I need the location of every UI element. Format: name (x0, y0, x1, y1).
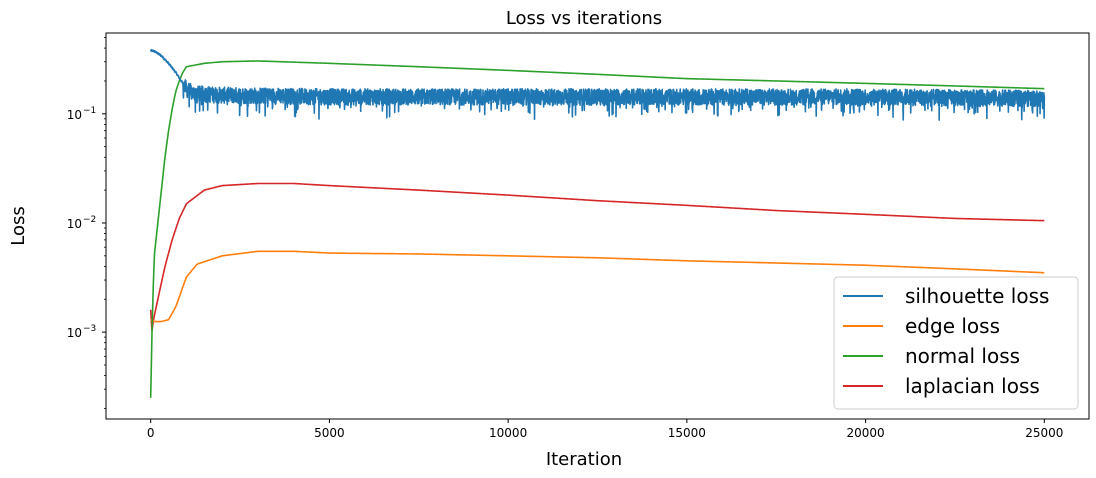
y-axis-label: Loss (8, 206, 29, 245)
x-tick-label: 0 (147, 426, 155, 440)
y-tick-label-exponent: −3 (83, 324, 96, 334)
legend-box (833, 276, 1079, 410)
y-tick-label: 10 (67, 217, 82, 231)
x-tick-label: 20000 (846, 426, 884, 440)
x-tick-label: 15000 (668, 426, 706, 440)
y-tick-label-exponent: −1 (83, 106, 96, 116)
y-tick-label-exponent: −2 (83, 215, 96, 225)
series-line-silhouette-loss (149, 48, 1046, 121)
legend-entry-normal-loss: normal loss (905, 344, 1020, 368)
x-tick-label: 25000 (1025, 426, 1063, 440)
y-axis: 10−310−210−1 (67, 37, 106, 409)
y-tick-label: 10 (67, 326, 82, 340)
y-tick-label: 10 (67, 108, 82, 122)
x-axis: 0 5000 10000 15000 20000 25000 (147, 419, 1063, 440)
x-axis-label: Iteration (546, 449, 622, 470)
x-tick-label: 10000 (489, 426, 527, 440)
legend-entry-edge-loss: edge loss (905, 314, 1000, 338)
chart-title: Loss vs iterations (506, 8, 662, 29)
legend-entry-silhouette-loss: silhouette loss (905, 284, 1049, 308)
legend-entry-laplacian-loss: laplacian loss (905, 374, 1040, 398)
legend: silhouette loss edge loss normal loss lapla… (833, 276, 1079, 410)
series-line-normal-loss (149, 60, 1045, 398)
plot-frame (105, 32, 1090, 420)
series-layer (149, 48, 1046, 398)
series-line-edge-loss (150, 250, 1045, 323)
x-tick-label: 5000 (314, 426, 345, 440)
series-line-laplacian-loss (149, 182, 1045, 332)
